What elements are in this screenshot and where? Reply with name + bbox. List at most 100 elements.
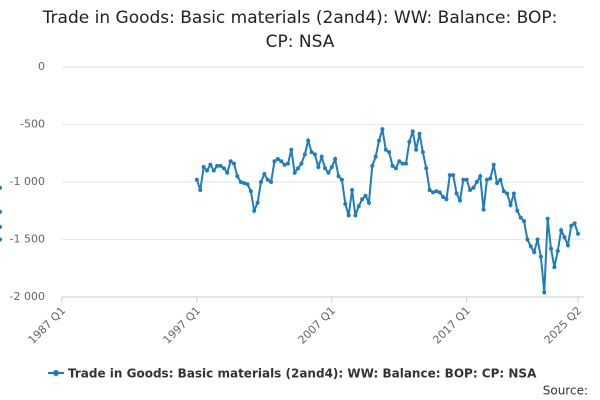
data-point bbox=[279, 159, 284, 164]
data-point bbox=[552, 265, 557, 270]
data-point bbox=[370, 163, 375, 168]
data-point bbox=[397, 159, 402, 164]
data-point bbox=[393, 166, 398, 171]
data-point bbox=[258, 180, 263, 184]
data-point bbox=[302, 152, 307, 157]
x-tick-label: 1987 Q1 bbox=[26, 304, 69, 347]
data-point bbox=[0, 209, 2, 214]
data-point bbox=[333, 157, 338, 161]
data-point bbox=[232, 161, 236, 166]
data-point bbox=[363, 193, 368, 198]
data-point bbox=[572, 221, 577, 226]
data-point bbox=[360, 197, 365, 202]
data-point bbox=[205, 168, 210, 173]
data-point bbox=[0, 224, 2, 229]
data-point bbox=[498, 177, 503, 182]
source: Source: bbox=[543, 384, 588, 398]
y-tick-label: -1 000 bbox=[10, 175, 45, 188]
data-point bbox=[404, 161, 408, 166]
data-point bbox=[309, 150, 314, 155]
data-point bbox=[252, 208, 257, 213]
x-tick-label: 1997 Q1 bbox=[161, 304, 204, 347]
data-point bbox=[414, 147, 419, 152]
data-point bbox=[346, 213, 351, 218]
data-point bbox=[221, 166, 226, 171]
data-point bbox=[323, 166, 328, 171]
data-point bbox=[238, 180, 243, 184]
data-point bbox=[383, 147, 388, 152]
data-point bbox=[528, 244, 533, 249]
data-point bbox=[400, 161, 405, 166]
legend-label: Trade in Goods: Basic materials (2and4):… bbox=[68, 367, 537, 381]
data-point bbox=[488, 176, 493, 181]
data-point bbox=[491, 162, 496, 167]
data-point bbox=[326, 170, 331, 175]
data-point bbox=[511, 191, 516, 196]
data-point bbox=[275, 157, 280, 161]
data-point bbox=[525, 237, 530, 242]
data-point bbox=[194, 177, 199, 182]
data-point bbox=[441, 194, 446, 199]
data-point bbox=[387, 150, 392, 155]
series-line bbox=[195, 128, 579, 293]
data-point bbox=[390, 163, 395, 168]
data-point bbox=[329, 165, 334, 170]
data-point bbox=[468, 188, 473, 193]
data-point bbox=[562, 235, 567, 240]
data-point bbox=[478, 174, 483, 179]
data-point bbox=[430, 190, 435, 195]
data-point bbox=[559, 228, 564, 233]
data-point bbox=[569, 223, 574, 228]
data-point bbox=[380, 127, 385, 132]
data-point bbox=[377, 138, 382, 143]
data-point bbox=[535, 237, 540, 242]
data-point bbox=[265, 177, 270, 182]
data-point bbox=[272, 159, 277, 164]
data-point bbox=[353, 213, 358, 218]
data-point bbox=[343, 201, 348, 206]
data-point bbox=[208, 162, 213, 167]
y-tick-label: -2 000 bbox=[10, 290, 45, 303]
data-point bbox=[198, 188, 203, 193]
data-point bbox=[356, 204, 361, 209]
data-point bbox=[464, 177, 469, 182]
data-point bbox=[373, 154, 378, 159]
data-point bbox=[454, 191, 459, 196]
y-tick-label: -500 bbox=[20, 118, 45, 131]
data-point bbox=[289, 147, 294, 152]
data-point bbox=[0, 185, 2, 190]
data-point bbox=[350, 188, 355, 193]
y-tick-label: 0 bbox=[38, 60, 45, 73]
data-point bbox=[316, 165, 321, 170]
data-point bbox=[495, 181, 500, 186]
data-point bbox=[542, 290, 547, 295]
data-point bbox=[269, 180, 274, 184]
data-point bbox=[424, 166, 429, 171]
data-point bbox=[410, 129, 415, 134]
data-point bbox=[565, 243, 570, 248]
data-point bbox=[407, 139, 412, 144]
data-point bbox=[215, 163, 220, 168]
data-point bbox=[444, 197, 449, 202]
data-point bbox=[211, 168, 216, 173]
data-point bbox=[248, 189, 253, 194]
data-point bbox=[282, 162, 287, 167]
data-point bbox=[225, 170, 230, 175]
data-point bbox=[319, 154, 324, 159]
data-point bbox=[474, 180, 479, 184]
data-point bbox=[522, 219, 527, 224]
data-point bbox=[427, 188, 432, 193]
data-point bbox=[508, 203, 513, 207]
y-tick-label: -1 500 bbox=[10, 233, 45, 246]
data-point bbox=[262, 171, 267, 176]
data-point bbox=[451, 173, 456, 178]
data-point bbox=[501, 189, 506, 194]
data-point bbox=[515, 208, 520, 213]
chart-title: Trade in Goods: Basic materials (2and4):… bbox=[42, 8, 558, 52]
data-point bbox=[299, 161, 304, 166]
data-point bbox=[461, 177, 466, 182]
data-point bbox=[417, 131, 422, 136]
data-point bbox=[296, 166, 301, 171]
data-point bbox=[312, 152, 317, 157]
data-point bbox=[285, 161, 290, 166]
